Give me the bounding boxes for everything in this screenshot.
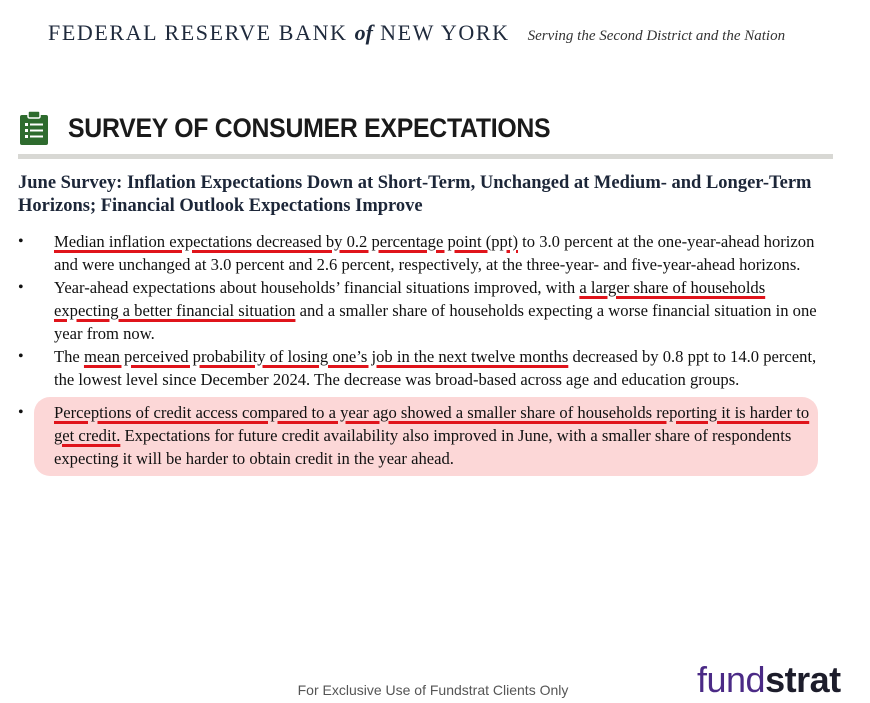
bullet-item-job-loss: The mean perceived probability of losing… bbox=[18, 345, 818, 391]
underlined-text: a larger share of households expecting a… bbox=[54, 278, 766, 320]
bullet-text: decreased by 0.8 ppt to 14.0 percent, th… bbox=[54, 347, 817, 389]
bullet-item-inflation: Median inflation expectations decreased … bbox=[18, 230, 818, 276]
survey-title: SURVEY OF CONSUMER EXPECTATIONS bbox=[68, 112, 551, 143]
logo-part-strat: strat bbox=[765, 659, 841, 700]
bullet-item-credit-access: Perceptions of credit access compared to… bbox=[18, 397, 818, 476]
bank-name-part1: FEDERAL RESERVE BANK bbox=[48, 20, 348, 45]
bullet-list: Median inflation expectations decreased … bbox=[18, 230, 818, 476]
bullet-text: The bbox=[54, 347, 84, 366]
bullet-text: and a smaller share of households expect… bbox=[54, 301, 817, 343]
bank-name: FEDERAL RESERVE BANK of NEW YORK bbox=[48, 20, 510, 46]
clipboard-icon bbox=[20, 110, 48, 145]
footer-disclaimer: For Exclusive Use of Fundstrat Clients O… bbox=[297, 682, 569, 698]
tagline: Serving the Second District and the Nati… bbox=[527, 28, 786, 44]
bullet-item-financial-situation: Year-ahead expectations about households… bbox=[18, 276, 818, 345]
fundstrat-logo: fundstrat bbox=[697, 660, 841, 700]
underlined-text: Median inflation expectations decreased … bbox=[54, 232, 518, 251]
underlined-text: Perceptions of credit access compared to… bbox=[54, 403, 810, 445]
bank-name-of: of bbox=[354, 20, 373, 45]
title-divider bbox=[18, 154, 833, 159]
underlined-text: mean perceived probability of losing one… bbox=[83, 347, 569, 366]
bank-name-part2: NEW YORK bbox=[380, 20, 510, 45]
logo-part-fund: fund bbox=[697, 659, 766, 700]
survey-headline: June Survey: Inflation Expectations Down… bbox=[18, 173, 812, 216]
survey-title-row: SURVEY OF CONSUMER EXPECTATIONS bbox=[18, 108, 833, 148]
report-header: FEDERAL RESERVE BANK of NEW YORK Serving… bbox=[48, 20, 863, 50]
bullet-text: Year-ahead expectations about households… bbox=[54, 278, 580, 297]
bullet-text: to 3.0 percent at the one-year-ahead hor… bbox=[54, 232, 815, 274]
bullet-text: Expectations for future credit availabil… bbox=[54, 426, 792, 468]
